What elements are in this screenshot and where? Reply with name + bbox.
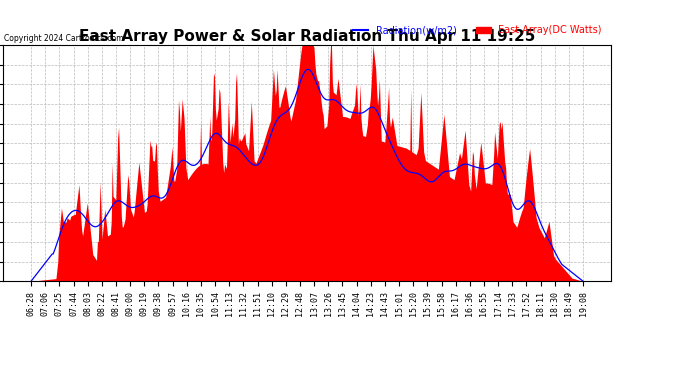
Title: East Array Power & Solar Radiation Thu Apr 11 19:25: East Array Power & Solar Radiation Thu A… <box>79 29 535 44</box>
Text: Copyright 2024 Cartronics.com: Copyright 2024 Cartronics.com <box>4 34 124 43</box>
Legend: Radiation(w/m2), East Array(DC Watts): Radiation(w/m2), East Array(DC Watts) <box>349 21 606 39</box>
